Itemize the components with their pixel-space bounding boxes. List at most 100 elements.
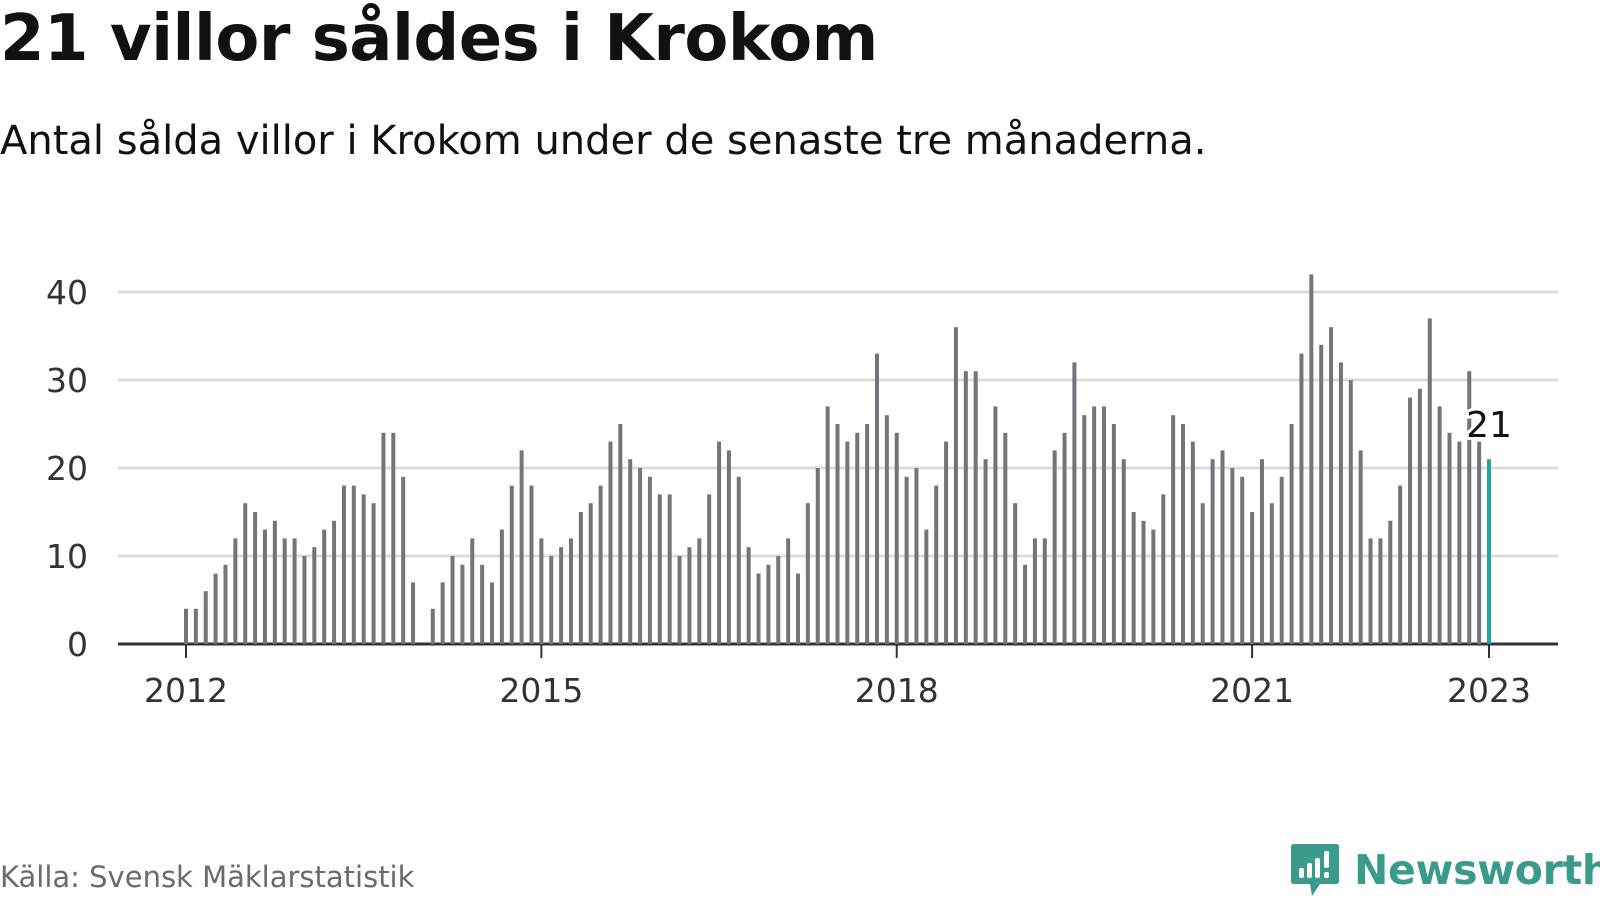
bar (588, 503, 593, 644)
bar (1190, 441, 1195, 644)
brand-logo[interactable]: Newsworthy (1290, 840, 1600, 900)
bar (647, 476, 652, 644)
bar (855, 432, 860, 644)
bar (1102, 406, 1107, 644)
bar (312, 547, 317, 644)
bar (480, 564, 485, 644)
bar (638, 468, 643, 644)
bar (608, 441, 613, 644)
bar (657, 494, 662, 644)
bar (1338, 362, 1343, 644)
bar (549, 556, 554, 644)
bar (430, 608, 435, 644)
bar (1329, 327, 1334, 644)
bar (1131, 512, 1136, 644)
bar (707, 494, 712, 644)
bar (341, 485, 346, 644)
bar (262, 529, 267, 644)
bar (401, 476, 406, 644)
bar (1151, 529, 1156, 644)
bar (1171, 415, 1176, 644)
bar (1180, 424, 1185, 644)
bar (361, 494, 366, 644)
bar (914, 468, 919, 644)
bar (667, 494, 672, 644)
bar (233, 538, 238, 644)
bar (440, 582, 445, 644)
bar (529, 485, 534, 644)
bar (1269, 503, 1274, 644)
bar (796, 573, 801, 644)
bar (1052, 450, 1057, 644)
bar (805, 503, 810, 644)
bar (1437, 406, 1442, 644)
bar (717, 441, 722, 644)
bar (1220, 450, 1225, 644)
bar (1447, 432, 1452, 644)
bar (282, 538, 287, 644)
bar (1003, 432, 1008, 644)
bar (1289, 424, 1294, 644)
bar (1023, 564, 1028, 644)
x-tick-label: 2018 (855, 671, 939, 710)
bar (1072, 362, 1077, 644)
bar (1042, 538, 1047, 644)
bar (539, 538, 544, 644)
bar (598, 485, 603, 644)
bar (1121, 459, 1126, 644)
bar (953, 327, 958, 644)
axis-labels: 0 10 20 30 40 2012 2015 2018 2021 2023 21 (46, 273, 1531, 710)
bar (1141, 520, 1146, 644)
bar (578, 512, 583, 644)
bar (1200, 503, 1205, 644)
bar (904, 476, 909, 644)
bar (213, 573, 218, 644)
y-tick-label: 30 (46, 361, 88, 400)
bar (894, 432, 899, 644)
bar (1309, 274, 1314, 644)
bar (243, 503, 248, 644)
bar (677, 556, 682, 644)
bar (253, 512, 258, 644)
y-tick-label: 10 (46, 537, 88, 576)
bar (687, 547, 692, 644)
bar (1092, 406, 1097, 644)
bar (963, 371, 968, 644)
bar (865, 424, 870, 644)
bar (1319, 344, 1324, 644)
chart-subtitle: Antal sålda villor i Krokom under de sen… (0, 118, 1207, 164)
bar (302, 556, 307, 644)
bar (983, 459, 988, 644)
bar (815, 468, 820, 644)
chart-title: 21 villor såldes i Krokom (0, 2, 878, 76)
bar (1348, 380, 1353, 644)
bar (697, 538, 702, 644)
highlight-bar (1487, 459, 1491, 644)
bar (381, 432, 386, 644)
bar (1082, 415, 1087, 644)
bar (411, 582, 416, 644)
bar (1279, 476, 1284, 644)
bar (490, 582, 495, 644)
bar (568, 538, 573, 644)
bar (470, 538, 475, 644)
bar (1408, 397, 1413, 644)
bar (1388, 520, 1393, 644)
bar (1062, 432, 1067, 644)
bar (1259, 459, 1264, 644)
y-tick-label: 40 (46, 273, 88, 312)
bar (519, 450, 524, 644)
bar (371, 503, 376, 644)
bar (1161, 494, 1166, 644)
highlight-value-label: 21 (1466, 405, 1512, 446)
bar (1250, 512, 1255, 644)
bar (766, 564, 771, 644)
bars (184, 274, 1491, 644)
bar (1417, 388, 1422, 644)
bar (450, 556, 455, 644)
newsworthy-logo-icon (1291, 844, 1339, 896)
bar (934, 485, 939, 644)
bar (509, 485, 514, 644)
bar (1378, 538, 1383, 644)
bar (618, 424, 623, 644)
